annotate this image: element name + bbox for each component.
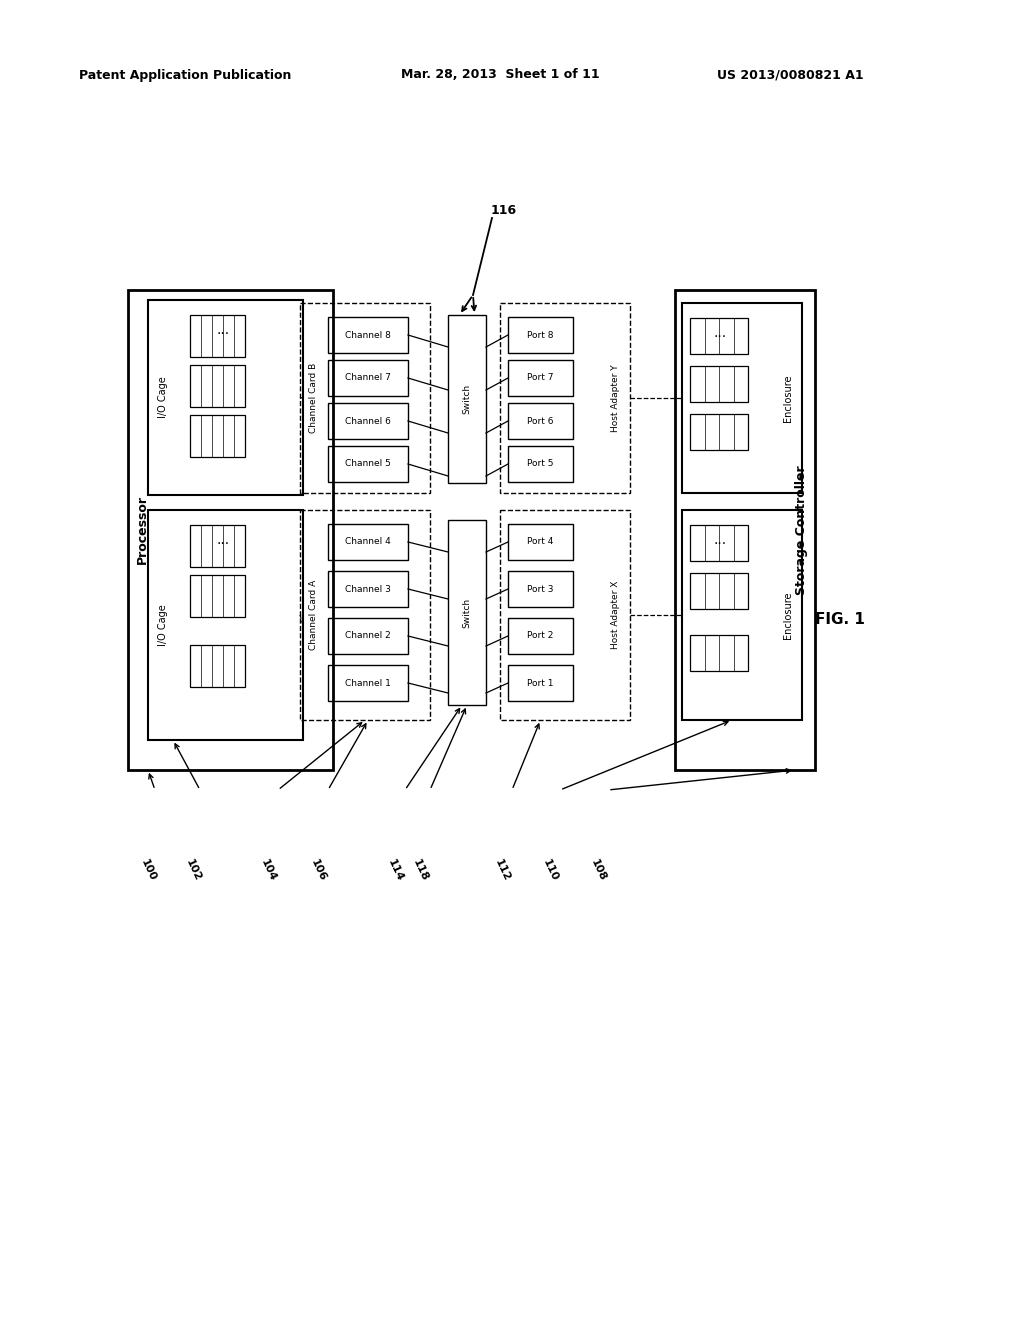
Text: Port 7: Port 7 xyxy=(527,374,554,383)
Bar xyxy=(690,525,748,561)
Bar xyxy=(300,510,430,719)
Bar xyxy=(190,414,245,457)
Bar xyxy=(690,414,748,450)
Text: I/O Cage: I/O Cage xyxy=(158,376,168,418)
Bar xyxy=(190,315,245,356)
Text: Port 6: Port 6 xyxy=(527,417,554,425)
Text: Host Adapter X: Host Adapter X xyxy=(611,581,621,649)
Text: 118: 118 xyxy=(411,858,429,883)
Bar xyxy=(690,573,748,609)
Text: Port 8: Port 8 xyxy=(527,330,554,339)
Text: Channel Card B: Channel Card B xyxy=(309,363,318,433)
Text: Channel 5: Channel 5 xyxy=(345,459,391,469)
Text: Channel Card A: Channel Card A xyxy=(309,579,318,651)
Bar xyxy=(328,317,408,352)
Text: Port 3: Port 3 xyxy=(527,585,554,594)
Text: 114: 114 xyxy=(385,857,404,883)
Text: Enclosure: Enclosure xyxy=(783,375,793,422)
Bar xyxy=(508,446,573,482)
Bar xyxy=(328,572,408,607)
Bar xyxy=(682,304,802,492)
Text: Processor: Processor xyxy=(135,495,148,565)
Text: Port 5: Port 5 xyxy=(527,459,554,469)
Text: FIG. 1: FIG. 1 xyxy=(815,612,865,627)
Text: ...: ... xyxy=(216,323,229,337)
Bar xyxy=(449,520,486,705)
Bar xyxy=(508,665,573,701)
Text: Switch: Switch xyxy=(463,384,471,414)
Bar xyxy=(508,360,573,396)
Text: Port 4: Port 4 xyxy=(527,537,554,546)
Text: Port 1: Port 1 xyxy=(527,678,554,688)
Bar xyxy=(190,525,245,568)
Bar xyxy=(190,645,245,686)
Bar xyxy=(148,300,303,495)
Text: 112: 112 xyxy=(493,858,511,883)
Bar xyxy=(148,510,303,741)
Text: 108: 108 xyxy=(589,858,607,883)
Bar xyxy=(500,304,630,492)
Bar xyxy=(190,366,245,407)
Text: Host Adapter Y: Host Adapter Y xyxy=(611,364,621,432)
Bar xyxy=(690,366,748,403)
Bar xyxy=(449,315,486,483)
Bar xyxy=(300,304,430,492)
Text: 116: 116 xyxy=(490,203,517,216)
Text: Port 2: Port 2 xyxy=(527,631,554,640)
Bar xyxy=(508,524,573,560)
Text: 100: 100 xyxy=(138,858,158,883)
Text: 106: 106 xyxy=(308,858,328,883)
Bar xyxy=(690,635,748,671)
Bar xyxy=(328,665,408,701)
Text: Enclosure: Enclosure xyxy=(783,591,793,639)
Bar xyxy=(328,360,408,396)
Text: Channel 2: Channel 2 xyxy=(345,631,391,640)
Bar xyxy=(682,510,802,719)
Bar xyxy=(328,618,408,653)
Bar xyxy=(675,290,815,770)
Text: US 2013/0080821 A1: US 2013/0080821 A1 xyxy=(717,69,863,82)
Text: Switch: Switch xyxy=(463,598,471,627)
Bar xyxy=(690,318,748,354)
Text: ...: ... xyxy=(714,533,727,546)
Bar xyxy=(328,403,408,440)
Text: Channel 1: Channel 1 xyxy=(345,678,391,688)
Bar xyxy=(128,290,333,770)
Bar xyxy=(508,317,573,352)
Text: 110: 110 xyxy=(541,858,559,883)
Bar xyxy=(328,446,408,482)
Text: ...: ... xyxy=(714,326,727,341)
Text: Channel 8: Channel 8 xyxy=(345,330,391,339)
Text: I/O Cage: I/O Cage xyxy=(158,605,168,645)
Text: Channel 7: Channel 7 xyxy=(345,374,391,383)
Text: Channel 6: Channel 6 xyxy=(345,417,391,425)
Text: Channel 4: Channel 4 xyxy=(345,537,391,546)
Text: Mar. 28, 2013  Sheet 1 of 11: Mar. 28, 2013 Sheet 1 of 11 xyxy=(400,69,599,82)
Text: Storage Controller: Storage Controller xyxy=(795,465,808,595)
Text: Patent Application Publication: Patent Application Publication xyxy=(79,69,291,82)
Text: Channel 3: Channel 3 xyxy=(345,585,391,594)
Text: ...: ... xyxy=(216,533,229,546)
Bar xyxy=(190,576,245,616)
Text: 102: 102 xyxy=(183,858,203,883)
Bar xyxy=(508,572,573,607)
Bar xyxy=(508,618,573,653)
Bar xyxy=(500,510,630,719)
Bar xyxy=(328,524,408,560)
Text: 104: 104 xyxy=(258,858,278,883)
Bar xyxy=(508,403,573,440)
